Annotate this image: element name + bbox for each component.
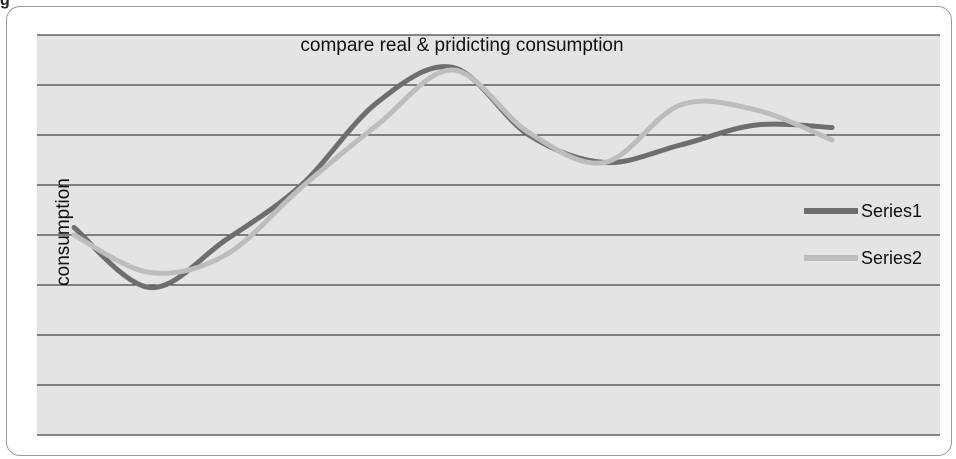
chart-title: compare real & pridicting consumption — [300, 35, 623, 56]
legend-label-series1: Series1 — [861, 201, 922, 221]
series-line-series1 — [71, 64, 835, 291]
legend: Series1 Series2 — [804, 201, 922, 268]
legend-label-series2: Series2 — [861, 248, 922, 268]
series-lines — [71, 64, 835, 291]
gridlines — [37, 34, 940, 436]
series-line-series2 — [71, 67, 835, 276]
y-axis-label: consumption — [53, 178, 74, 286]
cropped-text-fragment: g — [0, 0, 10, 9]
